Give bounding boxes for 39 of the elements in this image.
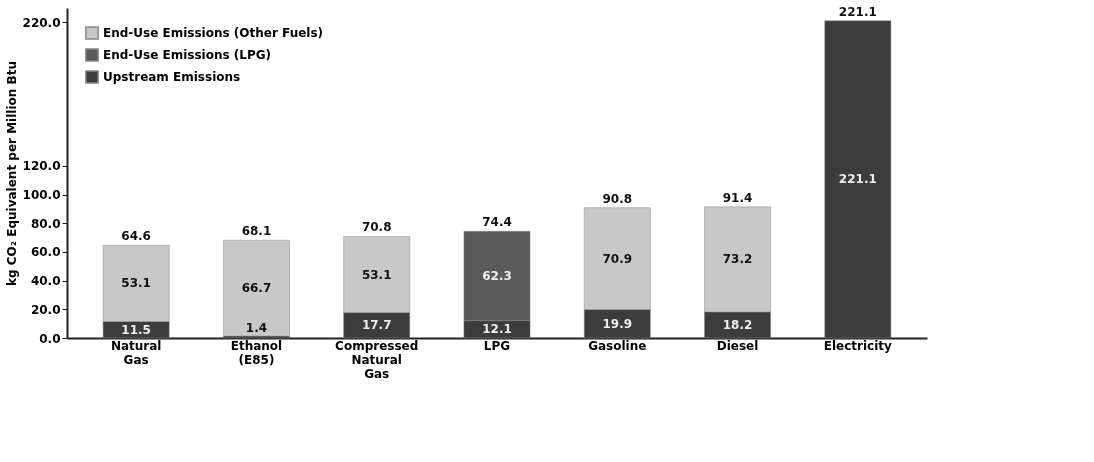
total-label: 90.8 [602, 191, 633, 206]
y-tick-label: 0.0 [39, 331, 61, 346]
x-tick-label: Natural Gas [110, 338, 162, 367]
data-label: 12.1 [482, 322, 512, 337]
data-label: 221.1 [838, 172, 877, 187]
data-label: 11.5 [121, 322, 151, 337]
data-label: 1.4 [245, 320, 268, 335]
total-label: 221.1 [838, 4, 877, 19]
data-label: 18.2 [722, 317, 753, 332]
x-tick-label: Ethanol (E85) [230, 338, 283, 367]
data-label: 17.7 [361, 318, 392, 333]
total-label: 68.1 [241, 224, 272, 239]
data-label: 53.1 [121, 276, 151, 291]
y-tick-label: 20.0 [30, 302, 61, 317]
x-tick-label: Diesel [716, 338, 759, 353]
y-tick-label: 220.0 [22, 15, 61, 30]
y-tick-label: 80.0 [30, 216, 61, 231]
y-tick-label: 40.0 [30, 274, 61, 289]
data-label: 62.3 [482, 268, 512, 283]
data-label: 73.2 [722, 252, 753, 267]
y-tick-label: 60.0 [30, 245, 61, 260]
data-label: 53.1 [361, 267, 392, 282]
total-label: 64.6 [121, 229, 151, 244]
y-tick-label: 100.0 [22, 188, 61, 203]
x-tick-label: Gasoline [588, 338, 647, 353]
total-label: 70.8 [361, 220, 392, 235]
y-axis-title: kg CO₂ Equivalent per Million Btu [4, 61, 19, 286]
legend-label: End-Use Emissions (LPG) [103, 48, 272, 62]
legend-label: Upstream Emissions [103, 70, 241, 84]
data-label: 70.9 [602, 251, 633, 266]
total-label: 74.4 [482, 215, 512, 230]
total-label: 91.4 [722, 190, 753, 205]
data-label: 19.9 [602, 316, 633, 331]
x-tick-label: LPG [483, 338, 511, 353]
legend-label: End-Use Emissions (Other Fuels) [103, 26, 324, 40]
y-tick-label: 120.0 [22, 159, 61, 174]
x-tick-label: Electricity [823, 338, 893, 353]
x-tick-label: Compressed Natural Gas [335, 338, 419, 381]
data-label: 66.7 [241, 281, 272, 296]
